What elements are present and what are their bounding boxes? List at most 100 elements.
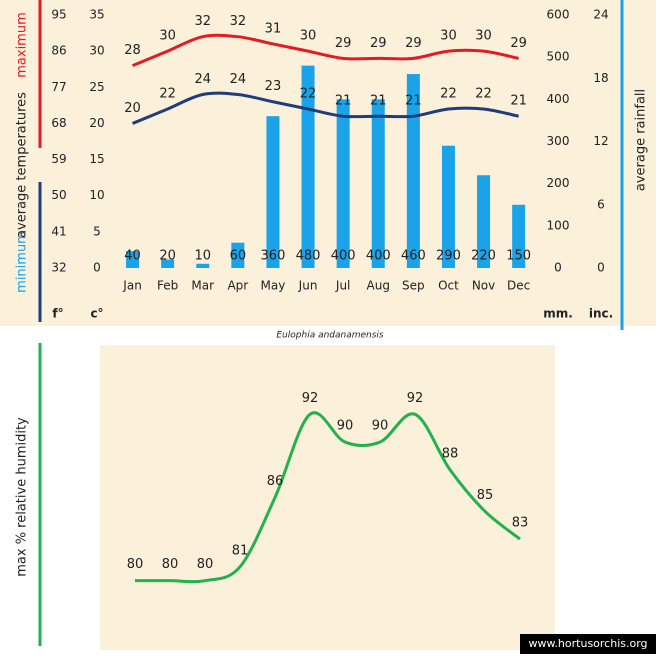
y-label-max: maximum [15,12,30,78]
data-label: 90 [372,419,389,434]
x-tick-label: Oct [438,279,459,293]
bar [126,251,140,268]
data-label: 30 [440,29,457,44]
unit-label: inc. [589,307,613,321]
data-label: 90 [337,419,354,434]
data-label: 92 [302,391,319,406]
data-label: 92 [407,391,424,406]
y2-label: average rainfall [634,89,649,191]
data-label: 480 [296,249,321,264]
y3-tick-label: 86 [51,44,66,58]
data-label: 21 [335,94,352,109]
bar [336,99,350,268]
bar [371,99,385,268]
data-label: 20 [159,249,176,264]
bar [161,259,175,268]
y-tick-label: 5 [93,224,101,238]
data-label: 290 [436,249,461,264]
data-label: 21 [405,94,422,109]
data-label: 32 [194,14,211,29]
x-tick-label: Jun [298,279,318,293]
line [131,91,519,125]
data-label: 29 [510,36,527,51]
x-tick-label: Feb [157,279,178,293]
y4-tick-label: 24 [593,8,608,22]
y2-tick-label: 0 [554,261,562,275]
data-label: 21 [370,94,387,109]
data-label: 80 [162,557,179,572]
data-label: 20 [124,101,141,116]
y3-tick-label: 95 [51,8,66,22]
bottom-panel [100,345,555,650]
y-tick-label: 25 [89,80,104,94]
y4-tick-label: 18 [593,71,608,85]
data-label: 23 [265,79,282,94]
data-label: 86 [267,474,284,489]
unit-label: mm. [543,307,573,321]
x-tick-label: Mar [191,279,214,293]
data-label: 40 [124,249,141,264]
y4-tick-label: 0 [597,261,605,275]
data-label: 460 [401,249,426,264]
x-tick-label: Sep [402,279,425,293]
watermark-box [520,634,656,654]
chart-title: Eulophia andanamensis [276,331,384,341]
x-tick-label: Aug [367,279,390,293]
data-label: 31 [265,21,282,36]
data-label: 22 [159,86,176,101]
data-label: 24 [230,72,247,87]
data-label: 32 [230,14,247,29]
y2-tick-label: 100 [547,218,570,232]
data-label: 22 [475,86,492,101]
bar [301,65,315,268]
y2-tick-label: 200 [547,176,570,190]
y-tick-label: 15 [89,152,104,166]
data-label: 60 [230,249,247,264]
data-label: 360 [261,249,286,264]
x-tick-label: Dec [507,279,530,293]
y-label: max % relative humidity [15,417,30,577]
bar [266,116,280,268]
line [131,33,519,67]
x-tick-label: Jul [335,279,350,293]
bar [512,204,526,268]
y-tick-label: 0 [93,261,101,275]
y3-tick-label: 68 [51,116,66,130]
y-tick-label: 10 [89,188,104,202]
watermark: www.hortusorchis.org [528,637,647,650]
data-label: 400 [331,249,356,264]
x-tick-label: Jan [122,279,142,293]
bar [196,263,210,268]
y-tick-label: 30 [89,44,104,58]
x-tick-label: May [261,279,286,293]
unit-label: f° [52,307,63,321]
bar [441,145,455,268]
data-label: 85 [477,488,494,503]
y4-tick-label: 6 [597,197,605,211]
y2-tick-label: 600 [547,8,570,22]
bar [231,242,245,268]
y3-tick-label: 41 [51,224,66,238]
data-label: 30 [159,29,176,44]
y3-tick-label: 32 [51,261,66,275]
y3-tick-label: 59 [51,152,66,166]
data-label: 83 [512,516,529,531]
unit-label: c° [90,307,103,321]
data-label: 28 [124,43,141,58]
data-label: 22 [300,86,317,101]
y-label-mid: average temperatures [15,92,30,238]
y-tick-label: 20 [89,116,104,130]
data-label: 29 [335,36,352,51]
data-label: 10 [194,249,211,264]
y-tick-label: 35 [89,8,104,22]
data-label: 30 [475,29,492,44]
data-label: 88 [442,446,459,461]
bar [477,175,491,268]
data-label: 80 [127,557,144,572]
y3-tick-label: 50 [51,188,66,202]
line [135,411,521,584]
x-tick-label: Apr [227,279,248,293]
data-label: 80 [197,557,214,572]
y4-tick-label: 12 [593,134,608,148]
